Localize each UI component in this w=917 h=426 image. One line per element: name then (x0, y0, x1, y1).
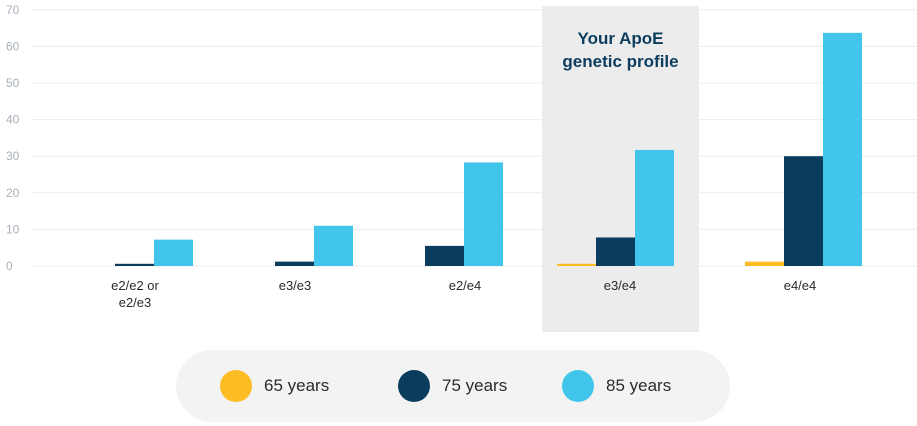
legend-swatch-65-years (220, 370, 252, 402)
x-axis-categories: e2/e2 or e2/e3 e3/e3 e2/e4 e3/e4 e4/e4 (111, 278, 816, 310)
category-label: e2/e4 (449, 278, 482, 293)
highlight-label-line2: genetic profile (562, 52, 678, 71)
bar (275, 261, 314, 266)
bars (115, 32, 862, 266)
y-axis-ticks: 0 10 20 30 40 50 60 70 (6, 3, 20, 273)
bar (596, 237, 635, 266)
bar (784, 156, 823, 266)
bar (425, 245, 464, 266)
legend-item-75-years: 75 years (398, 370, 507, 402)
bar (635, 149, 674, 266)
bar (464, 162, 503, 266)
bar (115, 263, 154, 266)
category-label: e3/e4 (604, 278, 637, 293)
highlight-label-line1: Your ApoE (578, 29, 664, 48)
legend-label-85-years: 85 years (606, 376, 672, 395)
bar (745, 261, 784, 266)
y-tick-label: 60 (6, 39, 20, 53)
y-tick-label: 70 (6, 3, 20, 17)
y-tick-label: 40 (6, 113, 20, 127)
y-tick-label: 20 (6, 186, 20, 200)
y-tick-label: 50 (6, 76, 20, 90)
y-tick-label: 10 (6, 222, 20, 236)
legend-item-65-years: 65 years (220, 370, 329, 402)
bar (823, 32, 862, 266)
category-label: e2/e2 or e2/e3 (111, 278, 159, 310)
legend-item-85-years: 85 years (562, 370, 671, 402)
legend-label-65-years: 65 years (264, 376, 330, 395)
y-tick-label: 0 (6, 259, 13, 273)
bar (154, 239, 193, 266)
category-label: e3/e3 (279, 278, 312, 293)
bar (557, 263, 596, 266)
y-tick-label: 30 (6, 149, 20, 163)
legend-label-75-years: 75 years (442, 376, 508, 395)
category-label: e4/e4 (784, 278, 817, 293)
bar (314, 225, 353, 266)
legend: 65 years 75 years 85 years (176, 350, 730, 422)
legend-swatch-75-years (398, 370, 430, 402)
legend-swatch-85-years (562, 370, 594, 402)
